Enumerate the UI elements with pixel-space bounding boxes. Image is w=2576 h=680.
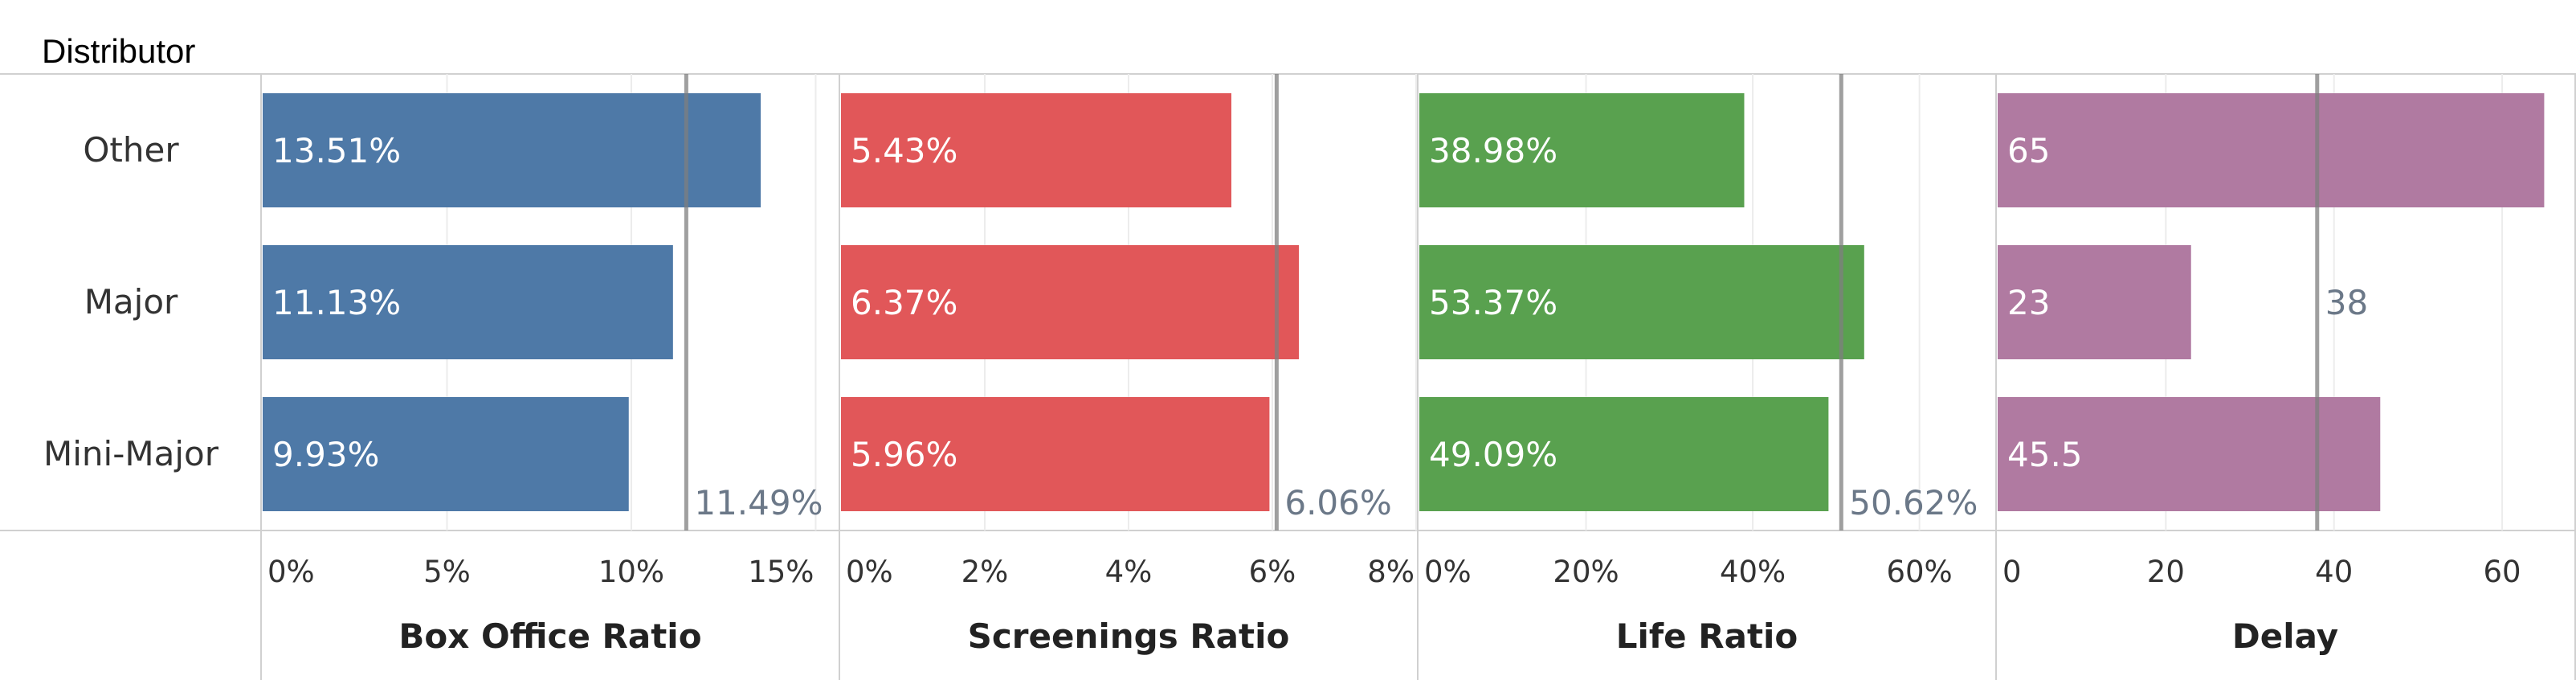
tick-label: 0%: [267, 555, 315, 589]
bar-value-label: 65: [2007, 131, 2050, 170]
bar-screenings-mini-major: [841, 397, 1270, 511]
bar-screenings-major: [841, 245, 1300, 359]
bar-value-label: 53.37%: [1429, 283, 1557, 322]
tick-label: 40%: [1720, 555, 1786, 589]
tick-label: 40: [2315, 555, 2353, 589]
bar-box_office-other: [263, 93, 761, 207]
tick-label: 20: [2147, 555, 2185, 589]
axis-title-screenings: Screenings Ratio: [968, 617, 1290, 656]
bar-value-label: 6.37%: [851, 283, 957, 322]
bar-screenings-other: [841, 93, 1231, 207]
tick-label: 15%: [748, 555, 814, 589]
row-dimension-header: Distributor: [42, 32, 195, 70]
bar-value-label: 45.5: [2007, 435, 2083, 474]
row-label-major: Major: [84, 282, 178, 322]
axis-title-life: Life Ratio: [1616, 617, 1798, 656]
tick-label: 6%: [1249, 555, 1296, 589]
bar-value-label: 9.93%: [272, 435, 379, 474]
tick-label: 2%: [961, 555, 1009, 589]
tick-label: 5%: [423, 555, 471, 589]
row-label-other: Other: [83, 130, 179, 170]
tick-label: 4%: [1105, 555, 1153, 589]
panel-screenings: 5.43% 6.37% 5.96% 6.06% 0% 2% 4% 6% 8% Screenings…: [841, 74, 1417, 656]
bar-value-label: 38.98%: [1429, 131, 1557, 170]
row-labels: Other Major Mini-Major: [43, 130, 219, 473]
tick-label: 8%: [1367, 555, 1415, 589]
reference-label-life: 50.62%: [1849, 483, 1978, 522]
reference-label-screenings: 6.06%: [1284, 483, 1391, 522]
tick-label: 0%: [846, 555, 893, 589]
bar-value-label: 5.43%: [851, 131, 957, 170]
tick-label: 10%: [598, 555, 664, 589]
reference-label-delay: 38: [2325, 283, 2368, 322]
bar-value-label: 5.96%: [851, 435, 957, 474]
tick-label: 20%: [1553, 555, 1619, 589]
bar-value-label: 13.51%: [272, 131, 401, 170]
bar-value-label: 11.13%: [272, 283, 401, 322]
bar-value-label: 23: [2007, 283, 2050, 322]
bar-life-major: [1419, 245, 1864, 359]
panel-life: 38.98% 53.37% 49.09% 50.62% 0% 20% 40% 60% Life …: [1419, 74, 1978, 656]
bar-box_office-mini-major: [263, 397, 629, 511]
axis-title-box_office: Box Office Ratio: [398, 617, 701, 656]
tick-label: 60%: [1886, 555, 1952, 589]
chart-frame: [0, 73, 2576, 680]
panel-box_office: 13.51% 11.13% 9.93% 11.49% 0% 5% 10% 15% Box Off…: [263, 74, 823, 656]
tick-label: 60: [2484, 555, 2521, 589]
bar-life-other: [1419, 93, 1745, 207]
chart-panels: 13.51% 11.13% 9.93% 11.49% 0% 5% 10% 15% Box Off…: [263, 74, 2545, 656]
tick-label: 0: [2002, 555, 2022, 589]
tick-label: 0%: [1424, 555, 1472, 589]
axis-title-delay: Delay: [2232, 617, 2338, 656]
bar-box_office-major: [263, 245, 673, 359]
bar-life-mini-major: [1419, 397, 1829, 511]
bar-delay-major: [1998, 245, 2191, 359]
reference-label-box_office: 11.49%: [694, 483, 823, 522]
bar-value-label: 49.09%: [1429, 435, 1557, 474]
row-label-mini-major: Mini-Major: [43, 434, 219, 473]
bar-delay-other: [1998, 93, 2545, 207]
panel-delay: 65 23 45.5 38 0 20 40 60 Delay: [1998, 74, 2545, 656]
